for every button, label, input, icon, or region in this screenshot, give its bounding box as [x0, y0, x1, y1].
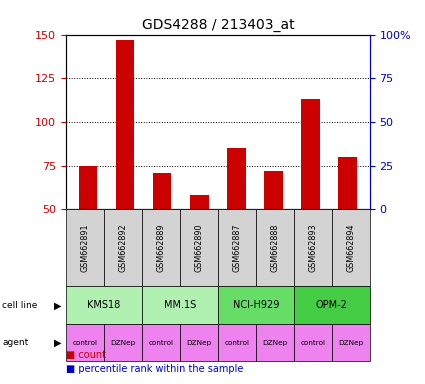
Point	[233, 18, 240, 24]
Bar	[338, 157, 357, 209]
Point	[270, 21, 277, 27]
Text: GSM662894: GSM662894	[346, 223, 355, 272]
Text: GSM662887: GSM662887	[232, 223, 241, 272]
Text: GSM662892: GSM662892	[118, 223, 127, 272]
Text: NCI-H929: NCI-H929	[232, 300, 279, 310]
Text: GSM662888: GSM662888	[270, 223, 279, 272]
Bar	[190, 195, 209, 209]
Text: agent: agent	[2, 338, 28, 347]
Bar	[153, 172, 172, 209]
Bar	[264, 171, 283, 209]
Text: GSM662893: GSM662893	[308, 223, 317, 272]
Text: ■ percentile rank within the sample: ■ percentile rank within the sample	[66, 364, 243, 374]
Text: KMS18: KMS18	[87, 300, 120, 310]
Text: ▶: ▶	[54, 338, 61, 348]
Bar	[116, 40, 134, 209]
Text: DZNep: DZNep	[186, 340, 212, 346]
Text: DZNep: DZNep	[110, 340, 136, 346]
Point	[344, 18, 351, 24]
Text: MM.1S: MM.1S	[164, 300, 196, 310]
Text: ■ count: ■ count	[66, 350, 106, 360]
Bar	[227, 148, 246, 209]
Text: GSM662890: GSM662890	[194, 223, 203, 272]
Text: OPM-2: OPM-2	[316, 300, 348, 310]
Bar	[301, 99, 320, 209]
Point	[196, 25, 203, 31]
Text: control: control	[300, 340, 325, 346]
Text: GSM662889: GSM662889	[156, 223, 165, 272]
Text: cell line: cell line	[2, 301, 37, 310]
Text: GSM662891: GSM662891	[80, 223, 89, 272]
Text: DZNep: DZNep	[338, 340, 363, 346]
Bar	[79, 166, 97, 209]
Point	[122, 9, 129, 15]
Text: ▶: ▶	[54, 300, 61, 310]
Text: control: control	[224, 340, 249, 346]
Point	[159, 18, 166, 24]
Text: DZNep: DZNep	[262, 340, 287, 346]
Point	[85, 19, 91, 25]
Text: control: control	[148, 340, 173, 346]
Point	[307, 10, 314, 17]
Title: GDS4288 / 213403_at: GDS4288 / 213403_at	[142, 18, 294, 32]
Text: control: control	[72, 340, 97, 346]
